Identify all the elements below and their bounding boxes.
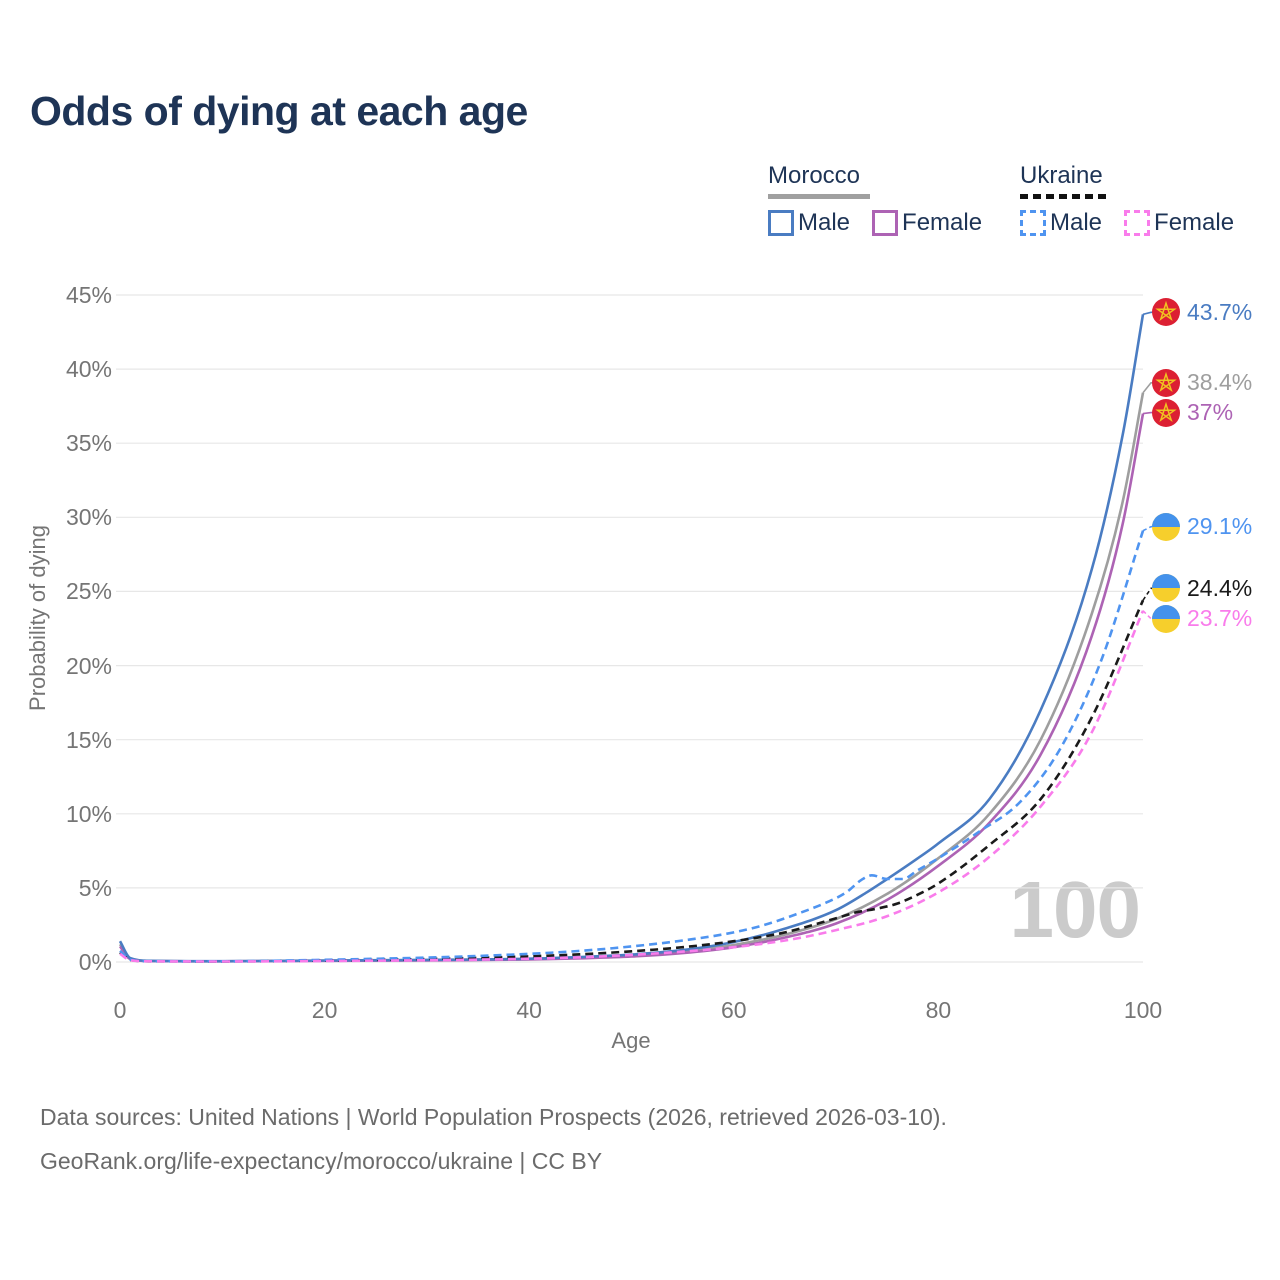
legend-header-ukraine[interactable]: Ukraine: [1020, 162, 1234, 199]
label-connector-ukraine-male: [1142, 525, 1157, 532]
x-tick-0: 0: [113, 997, 127, 1023]
y-tick-10%: 10%: [65, 800, 112, 827]
end-label-value: 29.1%: [1187, 513, 1253, 540]
end-label-ukraine: 24.4%: [1151, 573, 1252, 603]
end-label-value: 23.7%: [1187, 605, 1253, 632]
y-tick-0%: 0%: [78, 949, 112, 975]
legend-item-ukraine-male[interactable]: Male: [1020, 209, 1102, 237]
legend-item-morocco-male[interactable]: Male: [768, 209, 850, 237]
y-tick-35%: 35%: [65, 430, 112, 457]
morocco-flag-icon: [1152, 368, 1180, 397]
page-title: Odds of dying at each age: [30, 88, 528, 134]
ukraine-male-swatch: [1020, 210, 1046, 236]
x-tick-80: 80: [925, 997, 952, 1023]
legend-group-morocco: Morocco Male Female: [768, 162, 982, 237]
legend-item-ukraine-female[interactable]: Female: [1124, 209, 1234, 237]
legend-header-morocco-label: Morocco: [768, 162, 861, 189]
end-label-morocco-female: 37%: [1151, 398, 1233, 428]
ukraine-flag-icon: [1152, 604, 1180, 633]
ukraine-female-label: Female: [1154, 209, 1235, 236]
x-axis-title: Age: [611, 1028, 651, 1053]
morocco-male-swatch: [768, 210, 794, 236]
morocco-female-label: Female: [902, 209, 983, 236]
legend-group-ukraine: Ukraine Male Female: [1020, 162, 1234, 237]
footer-data-sources: Data sources: United Nations | World Pop…: [40, 1104, 947, 1130]
legend-item-morocco-female[interactable]: Female: [872, 209, 982, 237]
x-tick-20: 20: [311, 997, 338, 1023]
ukraine-flag-icon: [1152, 512, 1180, 541]
end-label-value: 37%: [1187, 399, 1234, 426]
y-tick-5%: 5%: [78, 874, 112, 901]
x-tick-60: 60: [721, 997, 747, 1023]
footer: Data sources: United Nations | World Pop…: [40, 1104, 947, 1192]
ukraine-flag-icon: [1152, 574, 1180, 603]
series-line-ukraine-male: [119, 530, 1145, 963]
morocco-flag-icon: [1152, 398, 1180, 427]
end-label-value: 38.4%: [1187, 369, 1253, 396]
y-tick-40%: 40%: [65, 356, 112, 383]
morocco-flag-icon: [1152, 298, 1180, 327]
age-watermark: 100: [1009, 865, 1141, 954]
x-tick-40: 40: [516, 997, 542, 1023]
ukraine-dashed-line-swatch: [1020, 194, 1110, 199]
morocco-solid-line-swatch: [768, 194, 870, 199]
ukraine-male-label: Male: [1050, 209, 1103, 236]
label-connector-ukraine: [1142, 587, 1157, 601]
footer-attribution: GeoRank.org/life-expectancy/morocco/ukra…: [40, 1148, 603, 1174]
end-label-ukraine-male: 29.1%: [1151, 512, 1252, 542]
end-label-morocco: 38.4%: [1151, 368, 1252, 398]
y-tick-30%: 30%: [65, 504, 112, 531]
morocco-male-label: Male: [798, 209, 851, 236]
end-label-ukraine-female: 23.7%: [1151, 604, 1252, 634]
ukraine-female-swatch: [1124, 210, 1151, 236]
end-label-value: 43.7%: [1187, 298, 1253, 325]
y-tick-15%: 15%: [65, 726, 112, 753]
end-label-morocco-male: 43.7%: [1151, 297, 1252, 327]
x-tick-100: 100: [1123, 997, 1163, 1023]
y-tick-25%: 25%: [65, 578, 112, 605]
end-label-value: 24.4%: [1187, 574, 1253, 601]
legend-header-morocco[interactable]: Morocco: [768, 162, 982, 199]
y-tick-45%: 45%: [65, 282, 112, 308]
series-line-ukraine-female: [119, 610, 1145, 963]
morocco-female-swatch: [872, 210, 899, 236]
y-tick-20%: 20%: [65, 652, 112, 679]
legend-header-ukraine-label: Ukraine: [1020, 162, 1103, 189]
